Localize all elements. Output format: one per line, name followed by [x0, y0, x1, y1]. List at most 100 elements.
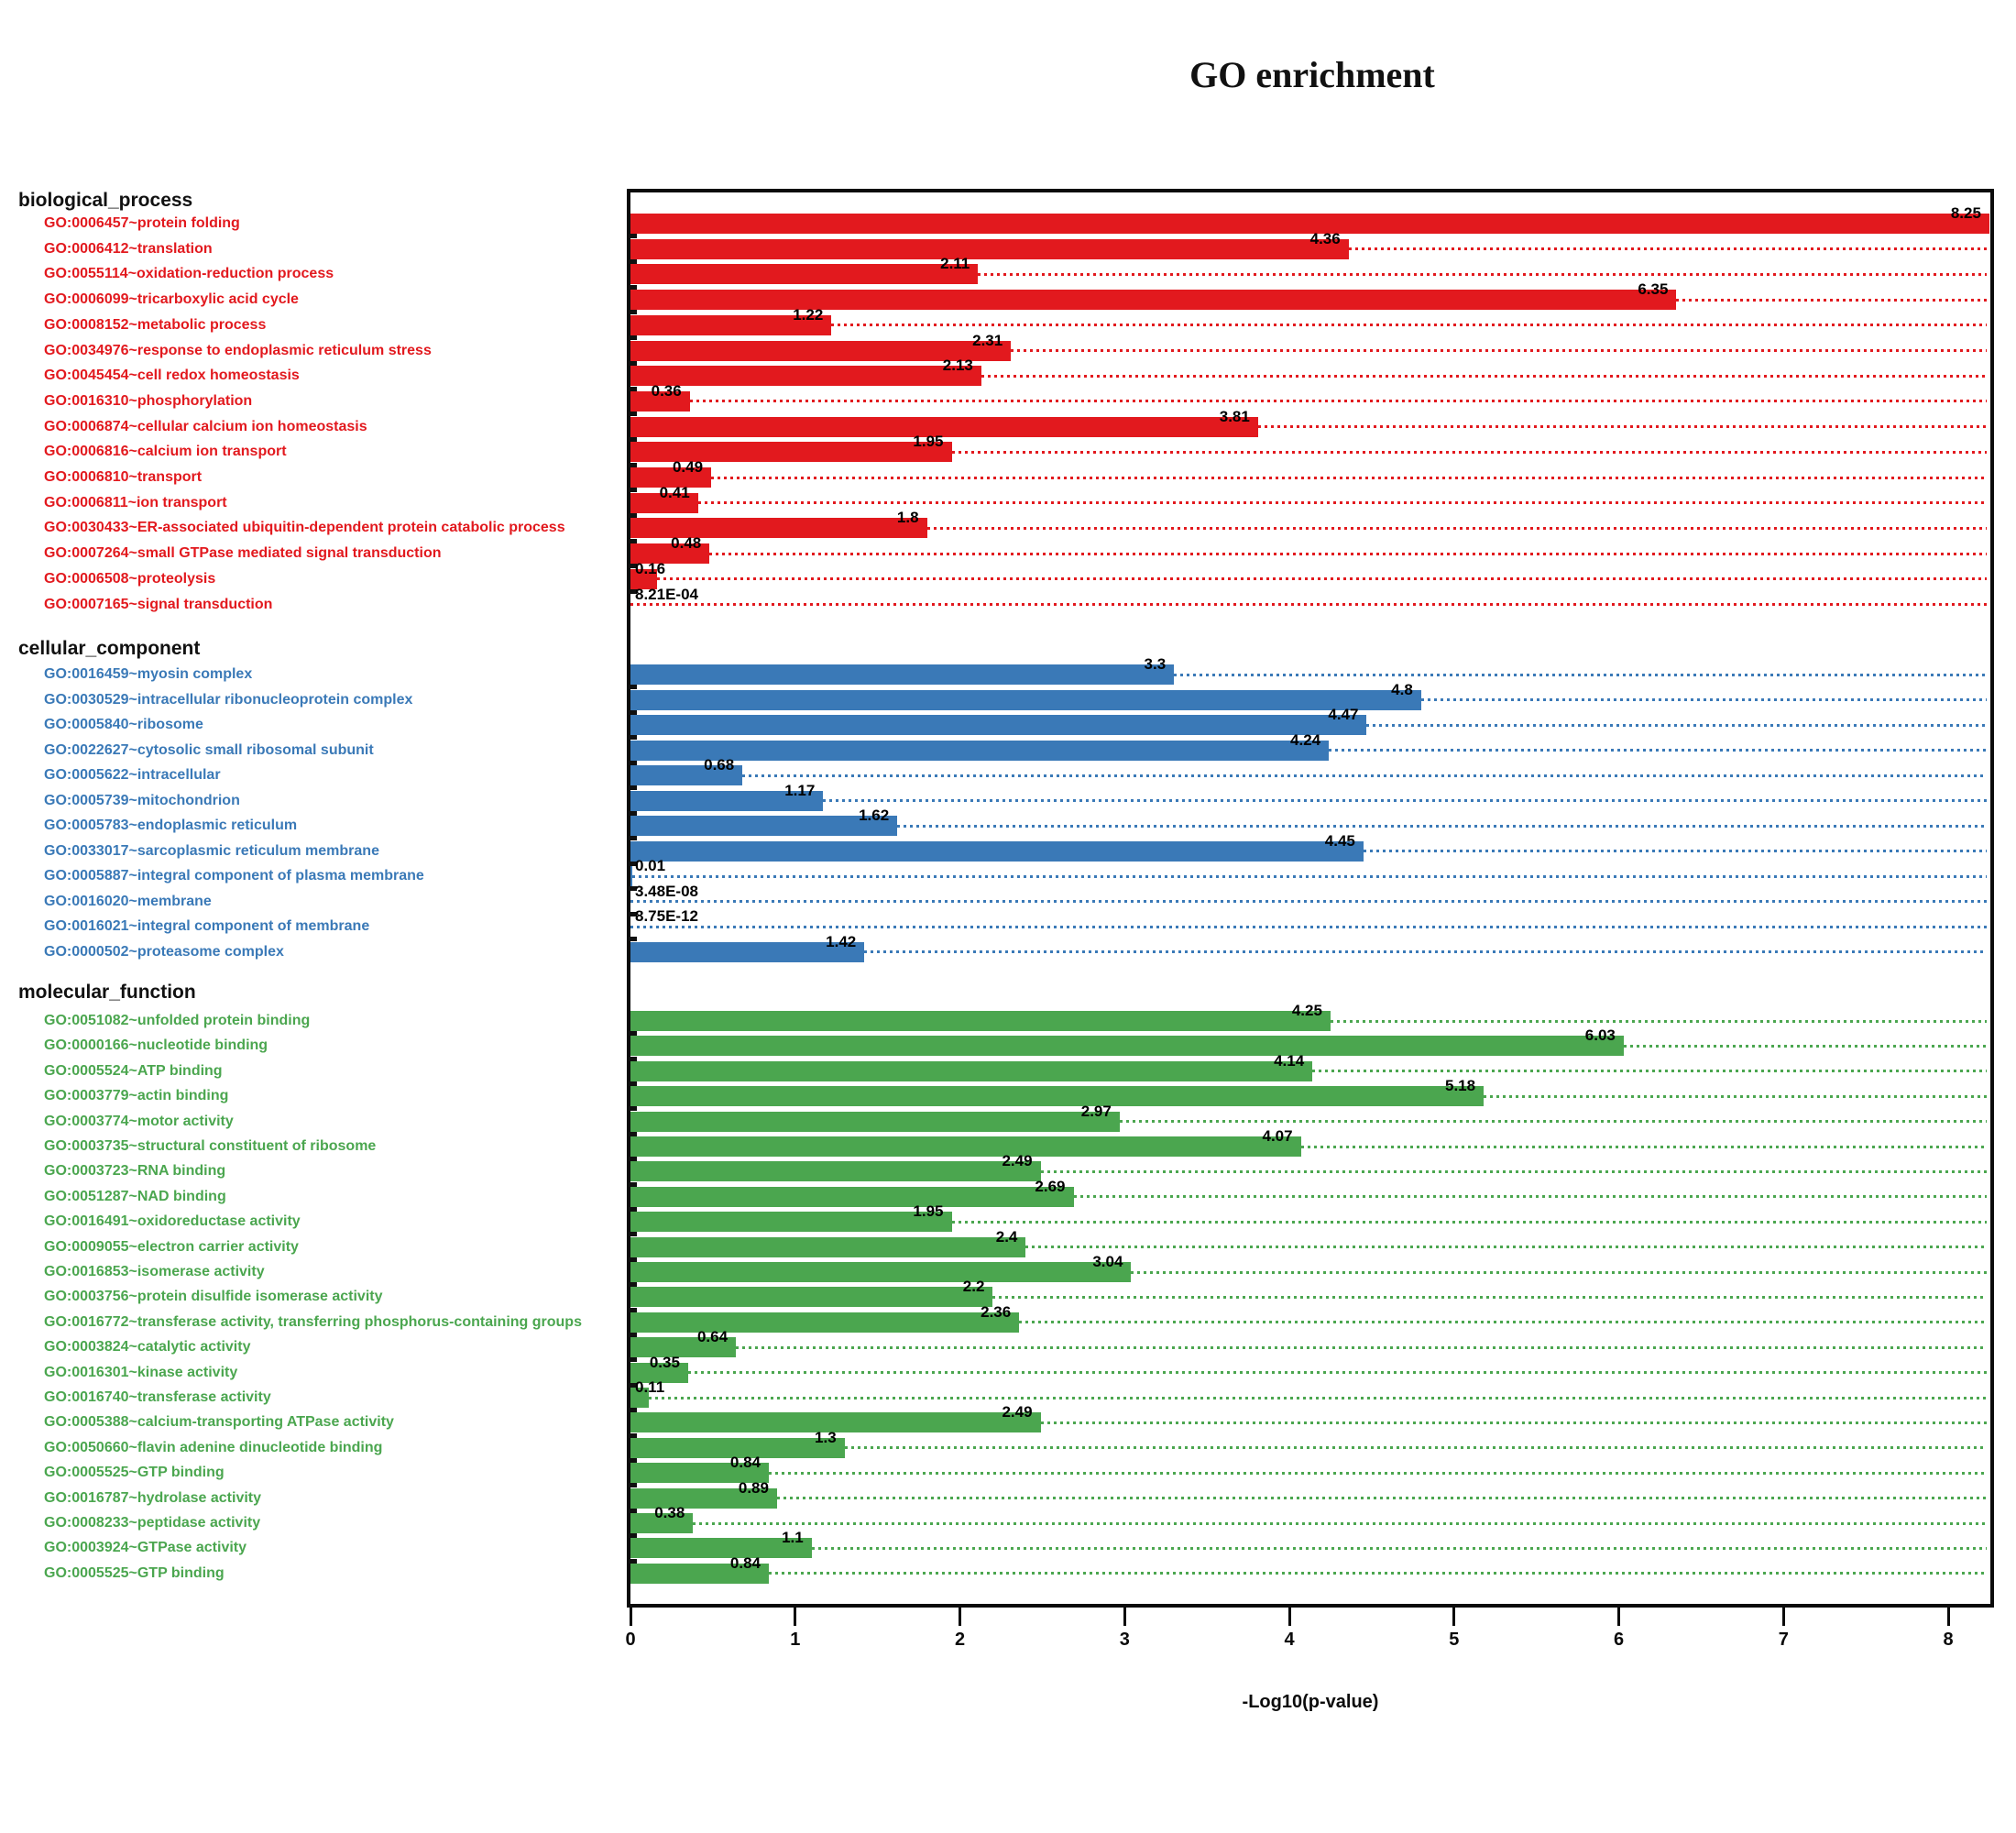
leader-line	[1300, 1145, 1987, 1148]
category-label: GO:0006099~tricarboxylic acid cycle	[44, 291, 299, 308]
category-label: GO:0034976~response to endoplasmic retic…	[44, 342, 432, 358]
category-label: GO:0005783~endoplasmic reticulum	[44, 818, 298, 833]
y-tick	[629, 836, 637, 841]
bar	[630, 715, 1367, 735]
category-label: GO:0005388~calcium-transporting ATPase a…	[44, 1414, 394, 1431]
chart-title: GO enrichment	[1189, 54, 1435, 95]
bar	[630, 689, 1421, 710]
category-label: GO:0008152~metabolic process	[44, 316, 267, 333]
x-tick-label: 5	[1449, 1630, 1460, 1650]
leader-line	[689, 400, 1987, 403]
bar	[630, 790, 824, 811]
y-tick	[629, 861, 637, 866]
y-tick	[629, 1357, 637, 1363]
category-label: GO:0006457~protein folding	[44, 215, 240, 231]
bar-value-label: 2.69	[1035, 1177, 1066, 1195]
leader-line	[831, 324, 1987, 327]
leader-line	[709, 552, 1987, 555]
bar-value-label: 2.49	[1002, 1152, 1033, 1170]
category-label: GO:0003779~actin binding	[44, 1088, 229, 1104]
bar	[630, 1362, 688, 1383]
category-label: GO:0003824~catalytic activity	[44, 1339, 251, 1356]
bar-value-label: 6.03	[1584, 1026, 1616, 1045]
y-tick	[629, 310, 637, 315]
bar	[630, 238, 1349, 259]
category-label: GO:0051082~unfolded protein binding	[44, 1013, 311, 1028]
y-tick	[629, 259, 637, 265]
leader-line	[1073, 1195, 1987, 1199]
category-label: GO:0016491~oxidoreductase activity	[44, 1213, 301, 1230]
category-label: GO:0009055~electron carrier activity	[44, 1238, 299, 1255]
leader-line	[1329, 749, 1987, 752]
leader-line	[1257, 425, 1987, 429]
leader-line	[1676, 298, 1987, 302]
category-label: GO:0007165~signal transduction	[44, 596, 273, 612]
bar-value-label: 0.48	[671, 534, 702, 553]
leader-line	[1131, 1270, 1987, 1274]
leader-line	[693, 1521, 1987, 1525]
bar	[630, 1538, 812, 1559]
x-tick-label: 1	[790, 1630, 801, 1650]
leader-line	[736, 1345, 1987, 1349]
x-tick	[959, 1608, 961, 1626]
category-label: GO:0005525~GTP binding	[44, 1564, 225, 1581]
y-tick	[629, 538, 637, 543]
bar-value-label: 0.49	[672, 458, 704, 476]
leader-line	[981, 374, 1987, 378]
bar-value-label: 2.11	[940, 255, 970, 273]
y-tick	[629, 1508, 637, 1513]
bar-value-label: 0.64	[696, 1328, 729, 1346]
y-tick	[629, 1031, 637, 1037]
bar	[630, 416, 1258, 437]
category-label: GO:0003756~protein disulfide isomerase a…	[44, 1289, 383, 1305]
y-tick	[629, 937, 637, 942]
x-tick-label: 7	[1778, 1630, 1789, 1650]
y-tick	[629, 685, 637, 690]
bar	[630, 1212, 952, 1233]
y-tick	[629, 1432, 637, 1438]
bar	[630, 840, 1364, 862]
x-tick	[1123, 1608, 1126, 1626]
y-tick	[629, 1333, 637, 1337]
bar-value-label: 8.75E-12	[635, 907, 698, 925]
y-tick	[629, 1157, 637, 1162]
leader-line	[648, 1396, 1987, 1399]
leader-line	[1623, 1044, 1987, 1048]
leader-line	[656, 577, 1987, 581]
y-tick	[629, 488, 637, 493]
y-tick	[629, 1458, 637, 1463]
leader-line	[1366, 723, 1987, 727]
category-label: GO:0005840~ribosome	[44, 717, 203, 732]
y-tick	[629, 785, 637, 791]
bar	[630, 816, 898, 836]
bar	[630, 1312, 1020, 1333]
bar	[630, 1060, 1313, 1081]
leader-line	[742, 774, 1987, 777]
bar-value-label: 8.25	[1950, 204, 1981, 222]
bar	[630, 1412, 1041, 1433]
bar-value-label: 0.16	[635, 559, 666, 577]
bar	[630, 290, 1677, 311]
bar	[630, 1036, 1624, 1057]
bar-value-label: 2.13	[942, 357, 973, 375]
y-tick	[629, 1307, 637, 1312]
leader-line	[1348, 247, 1987, 251]
category-label: GO:0030529~intracellular ribonucleoprote…	[44, 691, 413, 708]
leader-line	[978, 272, 1987, 276]
category-label: GO:0006874~cellular calcium ion homeosta…	[44, 418, 367, 434]
category-label: GO:0006811~ion transport	[44, 494, 227, 510]
y-tick	[629, 709, 637, 715]
leader-line	[1484, 1094, 1987, 1098]
x-tick-label: 8	[1943, 1630, 1954, 1650]
bar-value-label: 1.1	[782, 1529, 804, 1547]
category-label: GO:0016740~transferase activity	[44, 1389, 271, 1405]
bar	[630, 1136, 1301, 1157]
y-tick	[629, 1131, 637, 1136]
leader-line	[1119, 1120, 1987, 1124]
bar	[630, 765, 743, 785]
y-tick	[629, 234, 637, 239]
bar-value-label: 4.24	[1290, 730, 1321, 749]
category-label: GO:0003924~GTPase activity	[44, 1540, 247, 1556]
category-label: GO:0016021~integral component of membran…	[44, 918, 370, 934]
bar-value-label: 4.8	[1391, 680, 1413, 698]
